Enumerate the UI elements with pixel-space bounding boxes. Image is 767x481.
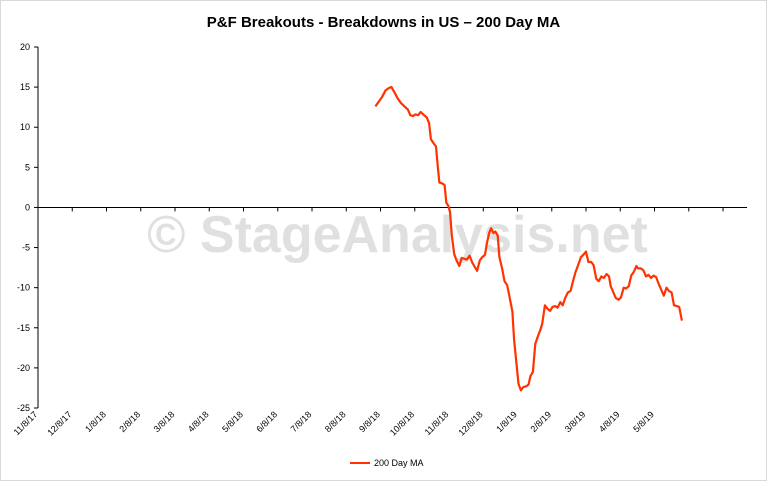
x-tick-label: 1/8/18 [83, 409, 108, 434]
x-tick-label: 11/8/18 [423, 409, 451, 437]
y-tick-label: -10 [17, 283, 30, 293]
x-tick-label: 12/8/18 [456, 409, 484, 437]
y-tick-label: 10 [20, 122, 30, 132]
x-tick-label: 9/8/18 [357, 409, 382, 434]
x-tick-label: 10/8/18 [388, 409, 416, 437]
legend-swatch [350, 462, 370, 464]
x-tick-label: 6/8/18 [254, 409, 279, 434]
x-tick-label: 11/8/17 [12, 409, 40, 437]
x-tick-label: 4/8/19 [597, 409, 622, 434]
x-tick-label: 7/8/18 [289, 409, 314, 434]
watermark-text: © StageAnalysis.net [147, 206, 648, 264]
x-tick-label: 1/8/19 [494, 409, 519, 434]
series-line-200-day-ma [374, 85, 683, 392]
legend-label: 200 Day MA [374, 458, 424, 468]
x-tick-label: 3/8/19 [563, 409, 588, 434]
y-tick-label: 15 [20, 82, 30, 92]
y-tick-label: -25 [17, 403, 30, 413]
x-tick-label: 4/8/18 [186, 409, 211, 434]
chart-legend: 200 Day MA [350, 458, 424, 468]
x-tick-label: 2/8/18 [117, 409, 142, 434]
x-tick-label: 5/8/19 [631, 409, 656, 434]
y-tick-label: -15 [17, 323, 30, 333]
y-tick-label: 20 [20, 42, 30, 52]
y-tick-label: -5 [22, 243, 30, 253]
y-tick-label: -20 [17, 363, 30, 373]
x-tick-label: 5/8/18 [220, 409, 245, 434]
y-tick-label: 5 [25, 162, 30, 172]
chart-title: P&F Breakouts - Breakdowns in US – 200 D… [206, 14, 561, 31]
y-tick-label: 0 [25, 202, 30, 212]
x-tick-label: 3/8/18 [152, 409, 177, 434]
x-tick-label: 8/8/18 [323, 409, 348, 434]
y-axis-ticks: 20 15 10 5 0 -5 -10 -15 -20 -25 [17, 42, 38, 413]
x-tick-label: 2/8/19 [528, 409, 553, 434]
x-tick-label: 12/8/17 [45, 409, 73, 437]
